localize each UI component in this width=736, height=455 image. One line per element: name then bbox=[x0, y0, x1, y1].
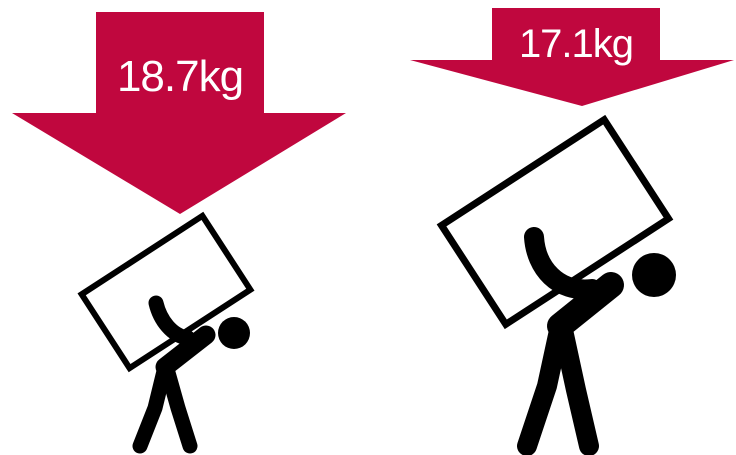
left-person-carrying-box-icon bbox=[77, 211, 255, 454]
right-down-arrow bbox=[410, 8, 734, 106]
left-box bbox=[77, 211, 255, 373]
right-panel bbox=[410, 8, 734, 455]
left-weight-label: 18.7kg bbox=[116, 52, 244, 101]
right-weight-label: 17.1kg bbox=[518, 22, 634, 66]
right-torso bbox=[547, 272, 624, 339]
left-leg-back bbox=[132, 359, 173, 454]
right-head bbox=[632, 253, 676, 297]
left-panel bbox=[12, 12, 346, 454]
left-head bbox=[218, 317, 250, 349]
right-leg-back bbox=[517, 316, 570, 455]
right-arm bbox=[524, 227, 602, 300]
left-torso bbox=[155, 325, 216, 377]
left-arm bbox=[148, 295, 196, 346]
right-leg-front bbox=[553, 320, 599, 455]
left-down-arrow bbox=[12, 12, 346, 214]
left-leg-front bbox=[159, 361, 198, 454]
right-box bbox=[436, 114, 674, 330]
right-person-carrying-box-icon bbox=[436, 114, 676, 455]
